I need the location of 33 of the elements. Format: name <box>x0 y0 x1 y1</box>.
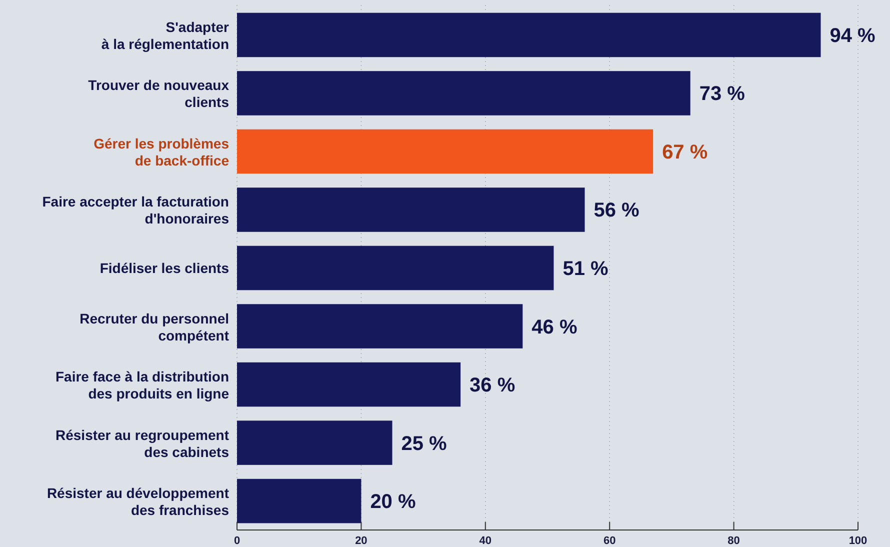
bar <box>237 304 523 348</box>
y-tick-label: Faire accepter la facturation d'honoraires <box>42 194 230 227</box>
y-tick-label: Résister au regroupement des cabinets <box>56 426 230 460</box>
y-tick-label: Fidéliser les clients <box>100 260 230 276</box>
bar <box>237 188 585 232</box>
x-tick-label: 0 <box>234 535 240 547</box>
data-label: 25 % <box>401 432 448 455</box>
data-label: 36 % <box>470 374 516 397</box>
x-tick-label: 80 <box>728 535 740 547</box>
x-tick-label: 60 <box>603 535 616 547</box>
bar <box>237 420 392 465</box>
data-label: 51 % <box>562 258 609 280</box>
data-label: 46 % <box>532 316 578 338</box>
bar <box>237 246 554 290</box>
y-tick-label: Résister au développement des franchises <box>46 485 230 518</box>
data-label: 94 % <box>830 24 876 47</box>
bar <box>237 478 362 524</box>
data-label: 20 % <box>370 491 416 514</box>
y-tick-label: Gérer les problèmes de back-office <box>94 135 230 168</box>
bar <box>237 71 690 116</box>
bar <box>237 362 461 407</box>
bar <box>237 129 654 174</box>
x-tick-label: 20 <box>355 535 368 547</box>
y-tick-label: S'adapter à la réglementation <box>101 18 230 52</box>
y-tick-label: Recruter du personnel compétent <box>80 310 230 344</box>
data-label: 56 % <box>594 200 640 222</box>
bar <box>237 12 821 58</box>
data-label: 73 % <box>699 83 746 106</box>
y-tick-label: Trouver de nouveaux clients <box>88 77 230 110</box>
x-tick-label: 40 <box>479 535 492 547</box>
x-tick-label: 100 <box>848 535 868 547</box>
data-label: 67 % <box>662 141 708 164</box>
y-tick-label: Faire face à la distribution des produits en ligne <box>56 368 230 402</box>
